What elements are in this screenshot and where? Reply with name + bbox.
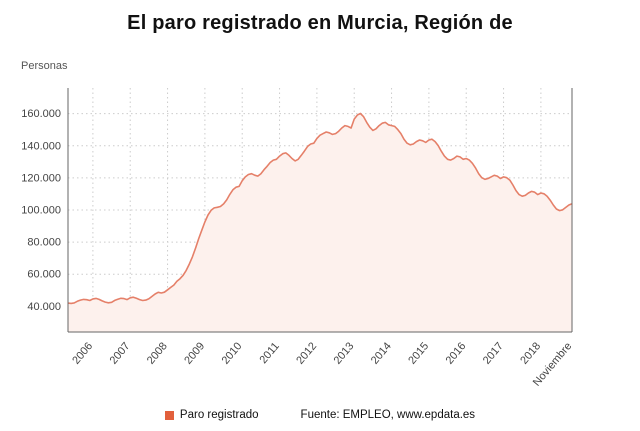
x-tick-label: 2012 — [294, 340, 319, 366]
y-tick-label: 60.000 — [27, 269, 61, 281]
x-tick-label: 2018 — [518, 340, 543, 366]
y-tick-label: 100.000 — [21, 205, 61, 217]
x-tick-label: 2014 — [369, 340, 394, 366]
x-tick-label: 2006 — [70, 340, 95, 366]
series-label: Paro registrado — [179, 409, 259, 421]
x-tick-label: 2010 — [220, 340, 245, 366]
y-tick-label: 140.000 — [21, 140, 61, 152]
x-tick-label: 2015 — [406, 340, 431, 366]
y-tick-label: 120.000 — [21, 172, 61, 184]
source-text: Fuente: EMPLEO, www.epdata.es — [300, 409, 476, 421]
x-tick-label: 2016 — [444, 340, 469, 366]
x-tick-label: 2008 — [145, 340, 170, 366]
x-tick-label: 2009 — [182, 340, 207, 366]
series-area — [68, 113, 572, 332]
x-tick-label: 2007 — [108, 340, 133, 366]
x-tick-label: 2013 — [332, 340, 357, 366]
series-marker-icon — [164, 410, 174, 420]
y-axis-title: Personas — [21, 60, 68, 72]
y-tick-label: 40.000 — [27, 301, 61, 313]
y-tick-label: 160.000 — [21, 108, 61, 120]
series-line — [67, 112, 573, 305]
y-tick-label: 80.000 — [27, 237, 61, 249]
x-tick-label: 2017 — [481, 340, 506, 366]
chart-title: El paro registrado en Murcia, Región de — [127, 12, 513, 34]
x-tick-label: 2011 — [257, 340, 281, 366]
chart-legend: Paro registrado Fuente: EMPLEO, www.epda… — [0, 409, 640, 421]
unemployment-line-chart: 40.000 60.000 80.000 100.000 120.000 140.000 1… — [21, 88, 574, 389]
